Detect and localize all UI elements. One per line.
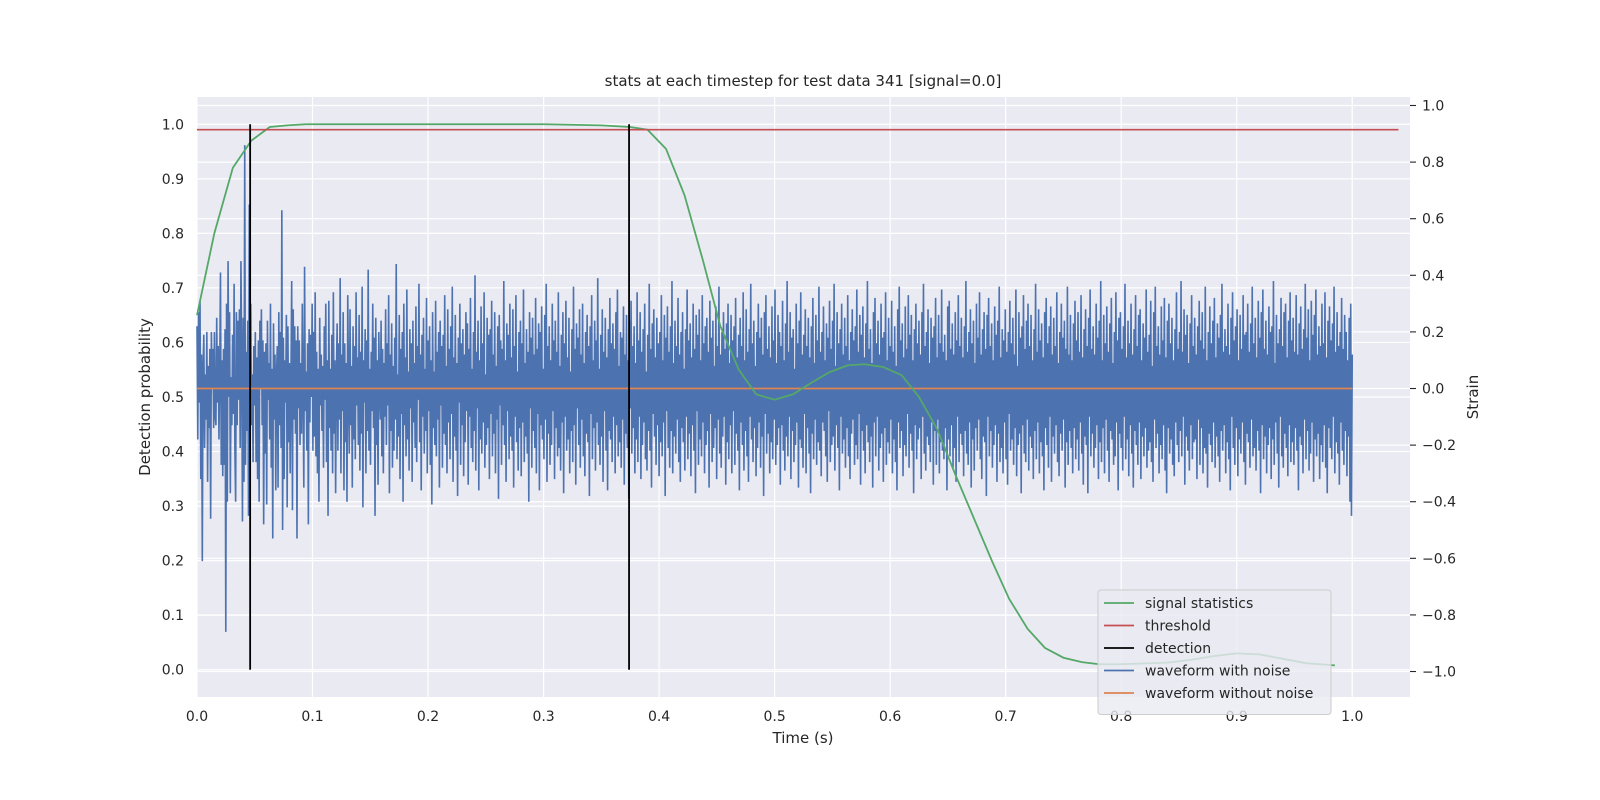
series-layer — [196, 123, 1399, 670]
legend-label-waveform-with-noise: waveform with noise — [1145, 664, 1290, 680]
y-tick-label: 0.8 — [162, 226, 184, 242]
y-tick-label: 0.5 — [162, 390, 184, 406]
legend-label-waveform-without-noise: waveform without noise — [1145, 686, 1313, 702]
legend: signal statistics threshold detection wavef… — [1097, 589, 1332, 715]
legend-label-detection: detection — [1145, 641, 1211, 657]
x-tick-label: 0.3 — [532, 709, 554, 725]
x-tick-label: 0.5 — [763, 709, 785, 725]
chart-title: stats at each timestep for test data 341… — [605, 72, 1002, 90]
y2-tick-label: 0.4 — [1422, 268, 1444, 284]
y2-tick-label: 0.2 — [1422, 325, 1444, 341]
x-tick-label: 0.1 — [301, 709, 323, 725]
y2-tick-label: 0.8 — [1422, 155, 1444, 171]
y-tick-label: 0.9 — [162, 172, 184, 188]
y2-axis-label: Strain — [1464, 375, 1482, 419]
y2-tick-label: 1.0 — [1422, 98, 1444, 114]
x-axis-label: Time (s) — [772, 729, 834, 747]
x-tick-label: 0.6 — [879, 709, 901, 725]
y2-tick-label: 0.0 — [1422, 382, 1444, 398]
y-tick-label: 0.6 — [162, 335, 184, 351]
y-tick-label: 0.0 — [162, 663, 184, 679]
legend-box — [1097, 589, 1332, 715]
y2-tick-label: −0.2 — [1422, 438, 1456, 454]
x-tick-label: 0.7 — [995, 709, 1017, 725]
y2-tick-label: −0.6 — [1422, 551, 1456, 567]
y-tick-label: 0.1 — [162, 608, 184, 624]
y2-tick-label: −0.4 — [1422, 495, 1456, 511]
y-tick-label: 0.3 — [162, 499, 184, 515]
x-tick-label: 0.0 — [186, 709, 208, 725]
x-tick-label: 1.0 — [1341, 709, 1363, 725]
y-tick-label: 0.4 — [162, 445, 184, 461]
series-waveform-with-noise — [196, 145, 1354, 632]
y-axis-right: −1.0 −0.8 −0.6 −0.4 −0.2 0.0 0.2 0.4 0.6 0.8 1.0 — [1410, 98, 1456, 681]
y-axis-label: Detection probability — [136, 318, 154, 476]
legend-label-threshold: threshold — [1145, 619, 1211, 635]
y-tick-label: 0.2 — [162, 554, 184, 570]
y-tick-label: 1.0 — [162, 117, 184, 133]
y2-tick-label: −0.8 — [1422, 608, 1456, 624]
x-tick-label: 0.4 — [648, 709, 670, 725]
y2-tick-label: 0.6 — [1422, 212, 1444, 228]
legend-label-signal-statistics: signal statistics — [1145, 596, 1253, 612]
y-tick-label: 0.7 — [162, 281, 184, 297]
x-tick-label: 0.2 — [417, 709, 439, 725]
y-axis-left: 0.0 0.1 0.2 0.3 0.4 0.5 0.6 0.7 0.8 0.9 1.0 — [162, 117, 184, 678]
y2-tick-label: −1.0 — [1422, 665, 1456, 681]
